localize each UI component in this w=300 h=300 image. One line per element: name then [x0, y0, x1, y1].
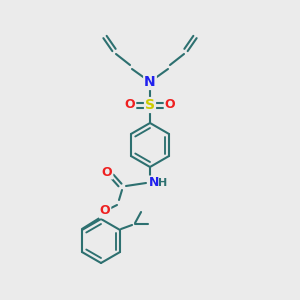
Text: N: N [144, 75, 156, 89]
Text: O: O [125, 98, 135, 112]
Text: N: N [149, 176, 159, 190]
Text: H: H [158, 178, 168, 188]
Text: O: O [165, 98, 175, 112]
Text: O: O [102, 166, 112, 178]
Text: O: O [100, 205, 110, 218]
Text: S: S [145, 98, 155, 112]
